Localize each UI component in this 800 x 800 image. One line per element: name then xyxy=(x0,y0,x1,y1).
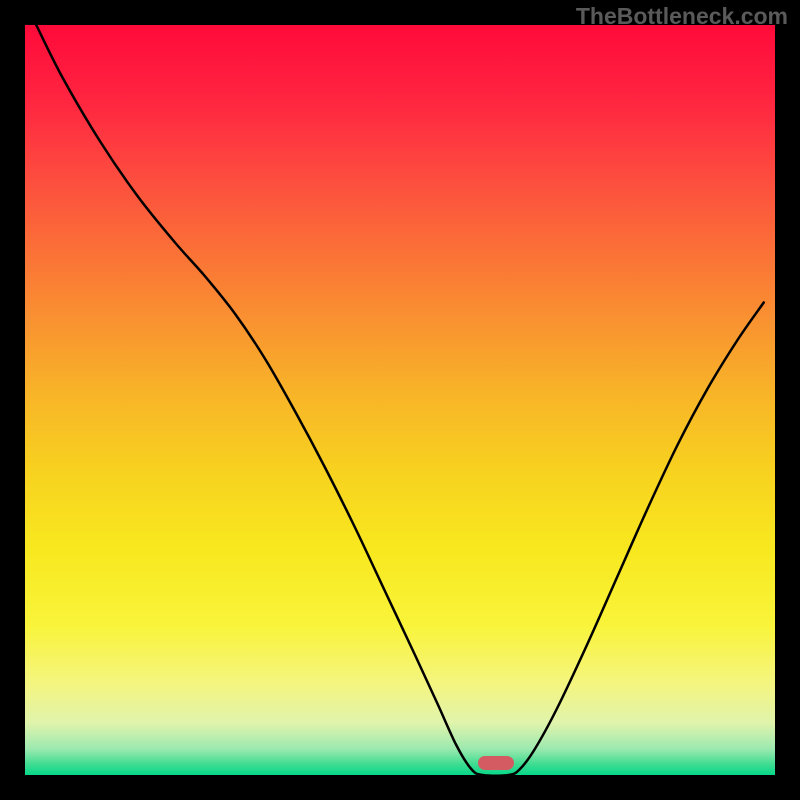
bottleneck-chart: TheBottleneck.com xyxy=(0,0,800,800)
bottleneck-curve xyxy=(36,25,764,776)
curve-overlay xyxy=(0,0,800,800)
watermark-text: TheBottleneck.com xyxy=(576,3,788,30)
optimal-point-marker xyxy=(478,756,514,770)
